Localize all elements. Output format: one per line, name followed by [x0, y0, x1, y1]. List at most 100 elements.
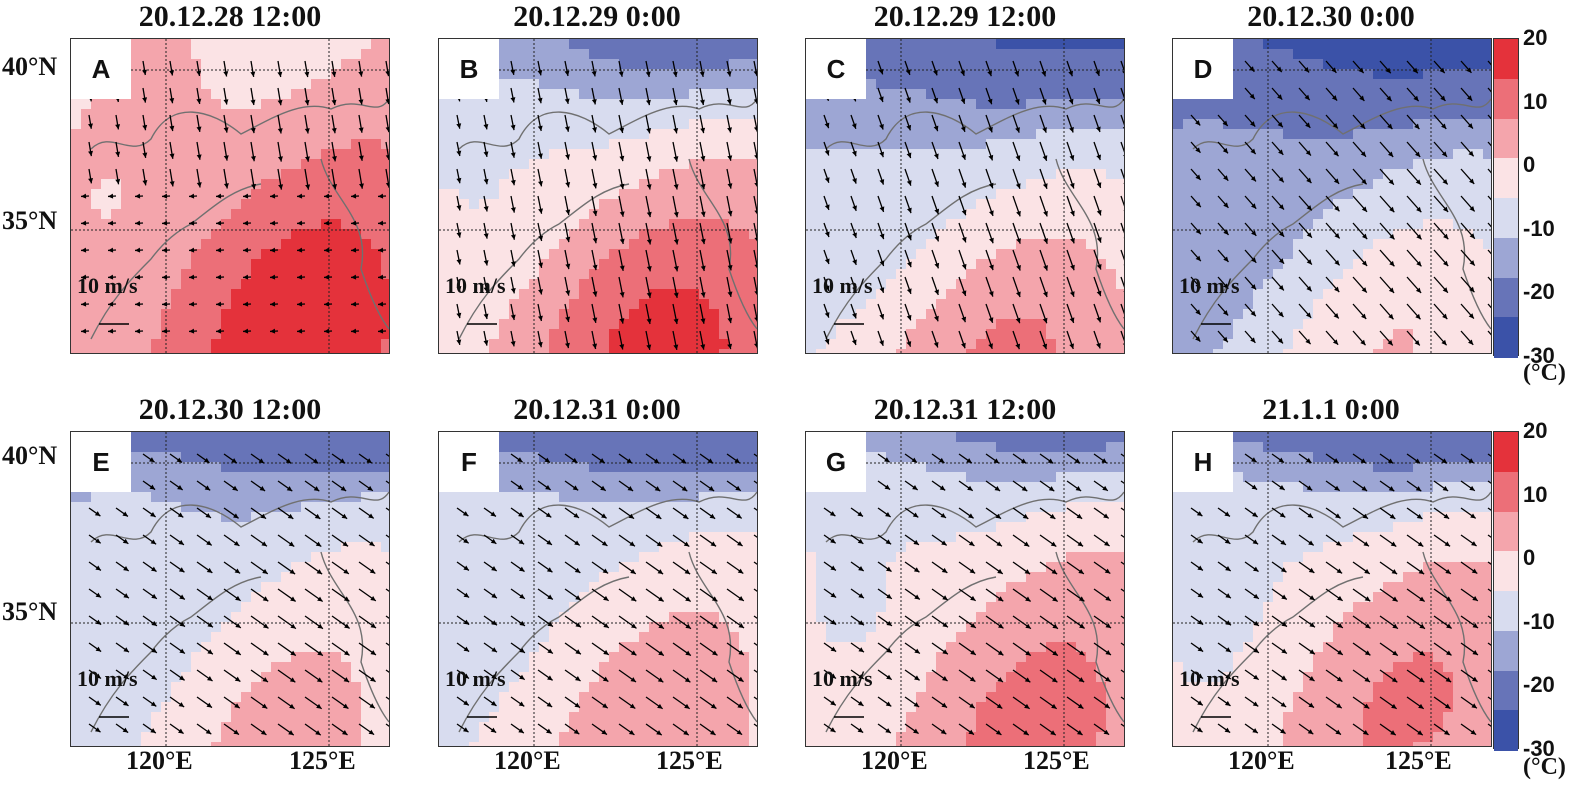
field-cell: [161, 69, 172, 80]
field-cell: [251, 189, 262, 200]
field-cell: [906, 239, 917, 250]
field-cell: [1036, 269, 1047, 280]
field-cell: [1183, 199, 1194, 210]
field-cell: [629, 249, 640, 260]
field-cell: [936, 239, 947, 250]
field-cell: [351, 49, 362, 60]
wind-arrowhead: [700, 155, 706, 162]
field-cell: [449, 319, 460, 330]
field-cell: [976, 89, 987, 100]
field-cell: [1056, 319, 1067, 330]
field-cell: [321, 59, 332, 70]
field-cell: [141, 179, 152, 190]
field-cell: [1373, 229, 1384, 240]
field-cell: [906, 99, 917, 110]
field-cell: [1433, 349, 1444, 353]
field-cell: [101, 239, 112, 250]
field-cell: [1046, 159, 1057, 170]
field-cell: [161, 309, 172, 320]
field-cell: [341, 109, 352, 120]
field-cell: [1343, 259, 1354, 270]
wind-arrowhead: [1195, 120, 1201, 126]
field-cell: [1076, 349, 1087, 353]
field-cell: [1353, 279, 1364, 290]
field-cell: [1383, 189, 1394, 200]
panel-a-letter: A: [71, 39, 131, 99]
field-cell: [351, 289, 362, 300]
wind-arrowhead: [879, 233, 885, 240]
field-cell: [679, 109, 690, 120]
field-cell: [271, 119, 282, 130]
field-cell: [1413, 69, 1424, 80]
field-cell: [996, 319, 1007, 330]
field-cell: [1006, 289, 1017, 300]
field-cell: [629, 309, 640, 320]
field-cell: [1483, 299, 1491, 310]
field-cell: [749, 279, 757, 290]
field-cell: [629, 269, 640, 280]
field-cell: [1243, 319, 1254, 330]
wind-arrowhead: [142, 152, 148, 158]
field-cell: [1483, 59, 1491, 70]
field-cell: [1263, 289, 1274, 300]
field-cell: [866, 259, 877, 270]
field-cell: [739, 279, 750, 290]
field-cell: [151, 149, 162, 160]
field-cell: [1403, 49, 1414, 60]
field-cell: [1353, 129, 1364, 140]
field-cell: [609, 69, 620, 80]
field-cell: [81, 319, 92, 330]
field-cell: [669, 39, 680, 50]
field-cell: [649, 189, 660, 200]
field-cell: [629, 99, 640, 110]
field-cell: [499, 139, 510, 150]
field-cell: [1413, 119, 1424, 130]
wind-arrowhead: [331, 127, 337, 134]
field-cell: [639, 89, 650, 100]
field-cell: [1393, 159, 1404, 170]
field-cell: [966, 89, 977, 100]
field-cell: [1373, 69, 1384, 80]
field-cell: [1056, 199, 1067, 210]
field-cell: [1213, 309, 1224, 320]
field-cell: [291, 239, 302, 250]
field-cell: [1116, 179, 1124, 190]
field-cell: [1273, 229, 1284, 240]
wind-arrowhead: [81, 274, 87, 280]
field-cell: [729, 329, 740, 340]
wind-arrowhead: [619, 155, 625, 162]
field-cell: [1086, 129, 1097, 140]
field-cell: [1046, 289, 1057, 300]
field-cell: [499, 339, 510, 350]
field-cell: [609, 109, 620, 120]
field-cell: [111, 129, 122, 140]
field-cell: [519, 109, 530, 120]
field-cell: [1096, 249, 1107, 260]
field-cell: [1046, 109, 1057, 120]
field-cell: [1193, 259, 1204, 270]
field-cell: [181, 209, 192, 220]
field-cell: [91, 319, 102, 330]
field-cell: [846, 339, 857, 350]
field-cell: [1393, 319, 1404, 330]
field-cell: [749, 259, 757, 270]
field-cell: [1363, 229, 1374, 240]
wind-arrow: [1120, 330, 1124, 342]
field-cell: [1213, 289, 1224, 300]
field-cell: [449, 159, 460, 170]
field-cell: [1046, 179, 1057, 190]
wind-arrowhead: [189, 328, 195, 334]
wind-arrowhead: [673, 344, 679, 350]
field-cell: [739, 179, 750, 190]
field-cell: [519, 219, 530, 230]
field-cell: [956, 309, 967, 320]
field-cell: [151, 289, 162, 300]
field-cell: [1433, 49, 1444, 60]
field-cell: [211, 149, 222, 160]
field-cell: [956, 129, 967, 140]
field-cell: [361, 89, 372, 100]
field-cell: [101, 209, 112, 220]
wind-arrowhead: [297, 247, 303, 253]
wind-arrowhead: [699, 99, 705, 105]
field-cell: [659, 269, 670, 280]
